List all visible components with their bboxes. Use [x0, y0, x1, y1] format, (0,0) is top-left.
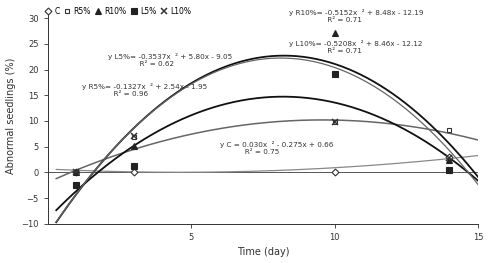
Text: y R5%= -0.1327x  ² + 2.54x - 1.95
              R² = 0.96: y R5%= -0.1327x ² + 2.54x - 1.95 R² = 0.…: [82, 83, 207, 97]
Legend: C, R5%, R10%, L5%, L10%: C, R5%, R10%, L5%, L10%: [43, 5, 192, 17]
Text: y L5%= -0.3537x  ² + 5.80x - 9.05
              R² = 0.62: y L5%= -0.3537x ² + 5.80x - 9.05 R² = 0.…: [108, 53, 232, 67]
Text: y C = 0.030x  ² - 0.275x + 0.66
           R² = 0.75: y C = 0.030x ² - 0.275x + 0.66 R² = 0.75: [220, 141, 332, 155]
Text: y L10%= -0.5208x  ² + 8.46x - 12.12
                 R² = 0.71: y L10%= -0.5208x ² + 8.46x - 12.12 R² = …: [288, 40, 421, 54]
X-axis label: Time (day): Time (day): [236, 247, 288, 257]
Y-axis label: Abnormal seedlings (%): Abnormal seedlings (%): [5, 58, 16, 174]
Text: y R10%= -0.5152x  ² + 8.48x - 12.19
                 R² = 0.71: y R10%= -0.5152x ² + 8.48x - 12.19 R² = …: [288, 9, 423, 23]
